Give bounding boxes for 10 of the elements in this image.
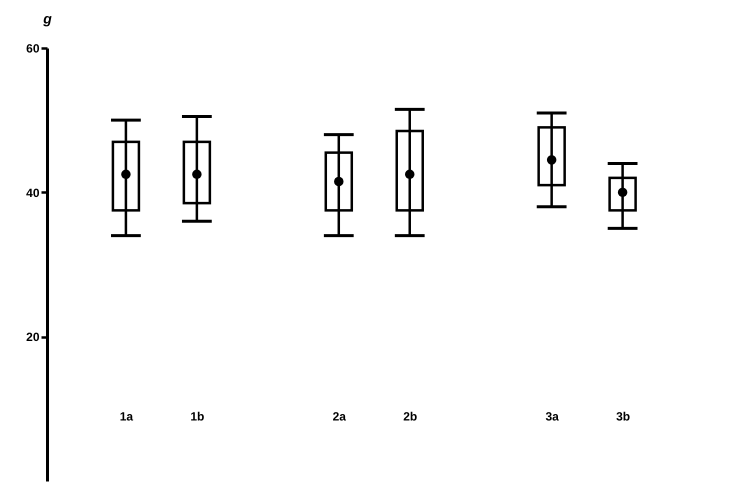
y-tick-label: 60 [26,42,40,56]
x-tick-label: 1a [120,410,134,424]
x-tick-label: 2b [403,410,418,424]
x-tick-label: 3a [545,410,560,424]
x-tick-label: 3b [616,410,630,424]
x-tick-label: 1b [190,410,204,424]
x-tick-label: 2a [332,410,346,424]
y-tick-label: 20 [26,330,40,344]
y-tick-label: 40 [26,186,40,200]
y-axis-title: g [42,10,52,26]
